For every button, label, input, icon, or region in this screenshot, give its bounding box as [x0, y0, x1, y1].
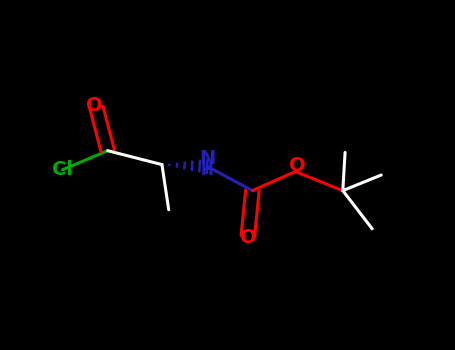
Text: H: H	[201, 163, 213, 178]
Text: Cl: Cl	[52, 160, 73, 179]
Text: O: O	[239, 228, 256, 247]
Text: N: N	[199, 149, 215, 168]
Text: O: O	[289, 156, 306, 175]
Text: O: O	[86, 96, 102, 115]
